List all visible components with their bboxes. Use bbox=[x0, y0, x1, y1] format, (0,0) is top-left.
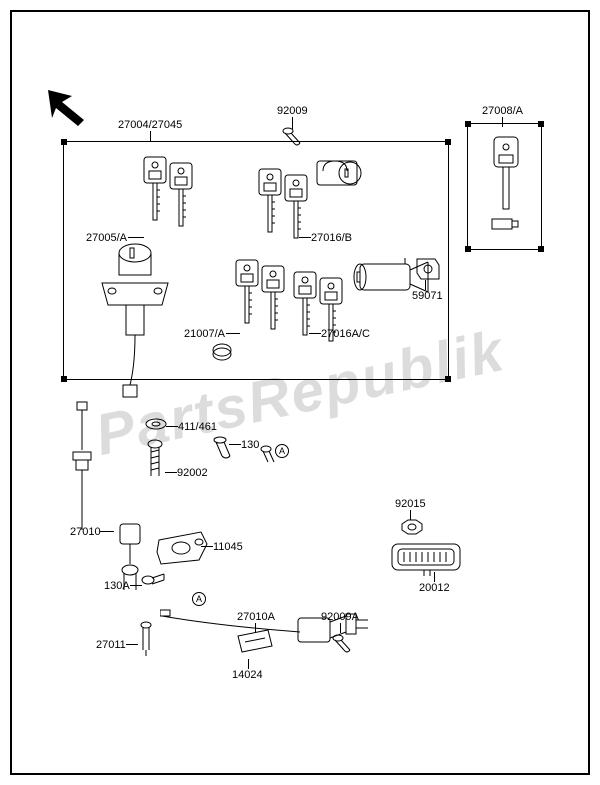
arrow-up-left-icon bbox=[48, 90, 98, 135]
part-key-blank bbox=[488, 135, 524, 240]
part-screw-92009 bbox=[280, 125, 306, 156]
callout-130: 130 bbox=[241, 439, 259, 451]
part-bracket-59071 bbox=[415, 255, 449, 290]
part-bracket-11045 bbox=[155, 530, 211, 575]
callout-A-ref2: A bbox=[192, 592, 206, 606]
callout-411-461: 411/461 bbox=[178, 421, 217, 433]
part-reflector-20012 bbox=[388, 538, 468, 583]
callout-21007-A: 21007/A bbox=[184, 328, 225, 340]
callout-20012: 20012 bbox=[419, 582, 450, 594]
part-washer-411 bbox=[144, 416, 168, 437]
part-bolt-92002 bbox=[144, 438, 170, 487]
callout-27008-A: 27008/A bbox=[482, 105, 523, 117]
callout-11045: 11045 bbox=[213, 541, 243, 553]
part-keys-21007 bbox=[232, 258, 292, 353]
leader bbox=[150, 131, 151, 141]
callout-92002: 92002 bbox=[177, 467, 208, 479]
part-screw-92009a bbox=[330, 632, 356, 663]
part-screw-27011 bbox=[136, 620, 156, 665]
callout-92015: 92015 bbox=[395, 498, 426, 510]
part-ignition-switch bbox=[90, 235, 180, 410]
callout-27004-27045: 27004/27045 bbox=[118, 119, 182, 131]
callout-92009: 92009 bbox=[277, 105, 308, 117]
part-bolt-130 bbox=[210, 434, 234, 467]
leader bbox=[502, 117, 503, 127]
part-plug-21007 bbox=[210, 340, 234, 369]
callout-27011: 27011 bbox=[96, 639, 126, 651]
part-keys-27016b bbox=[255, 155, 365, 260]
part-bolt-130-dup bbox=[258, 444, 278, 471]
